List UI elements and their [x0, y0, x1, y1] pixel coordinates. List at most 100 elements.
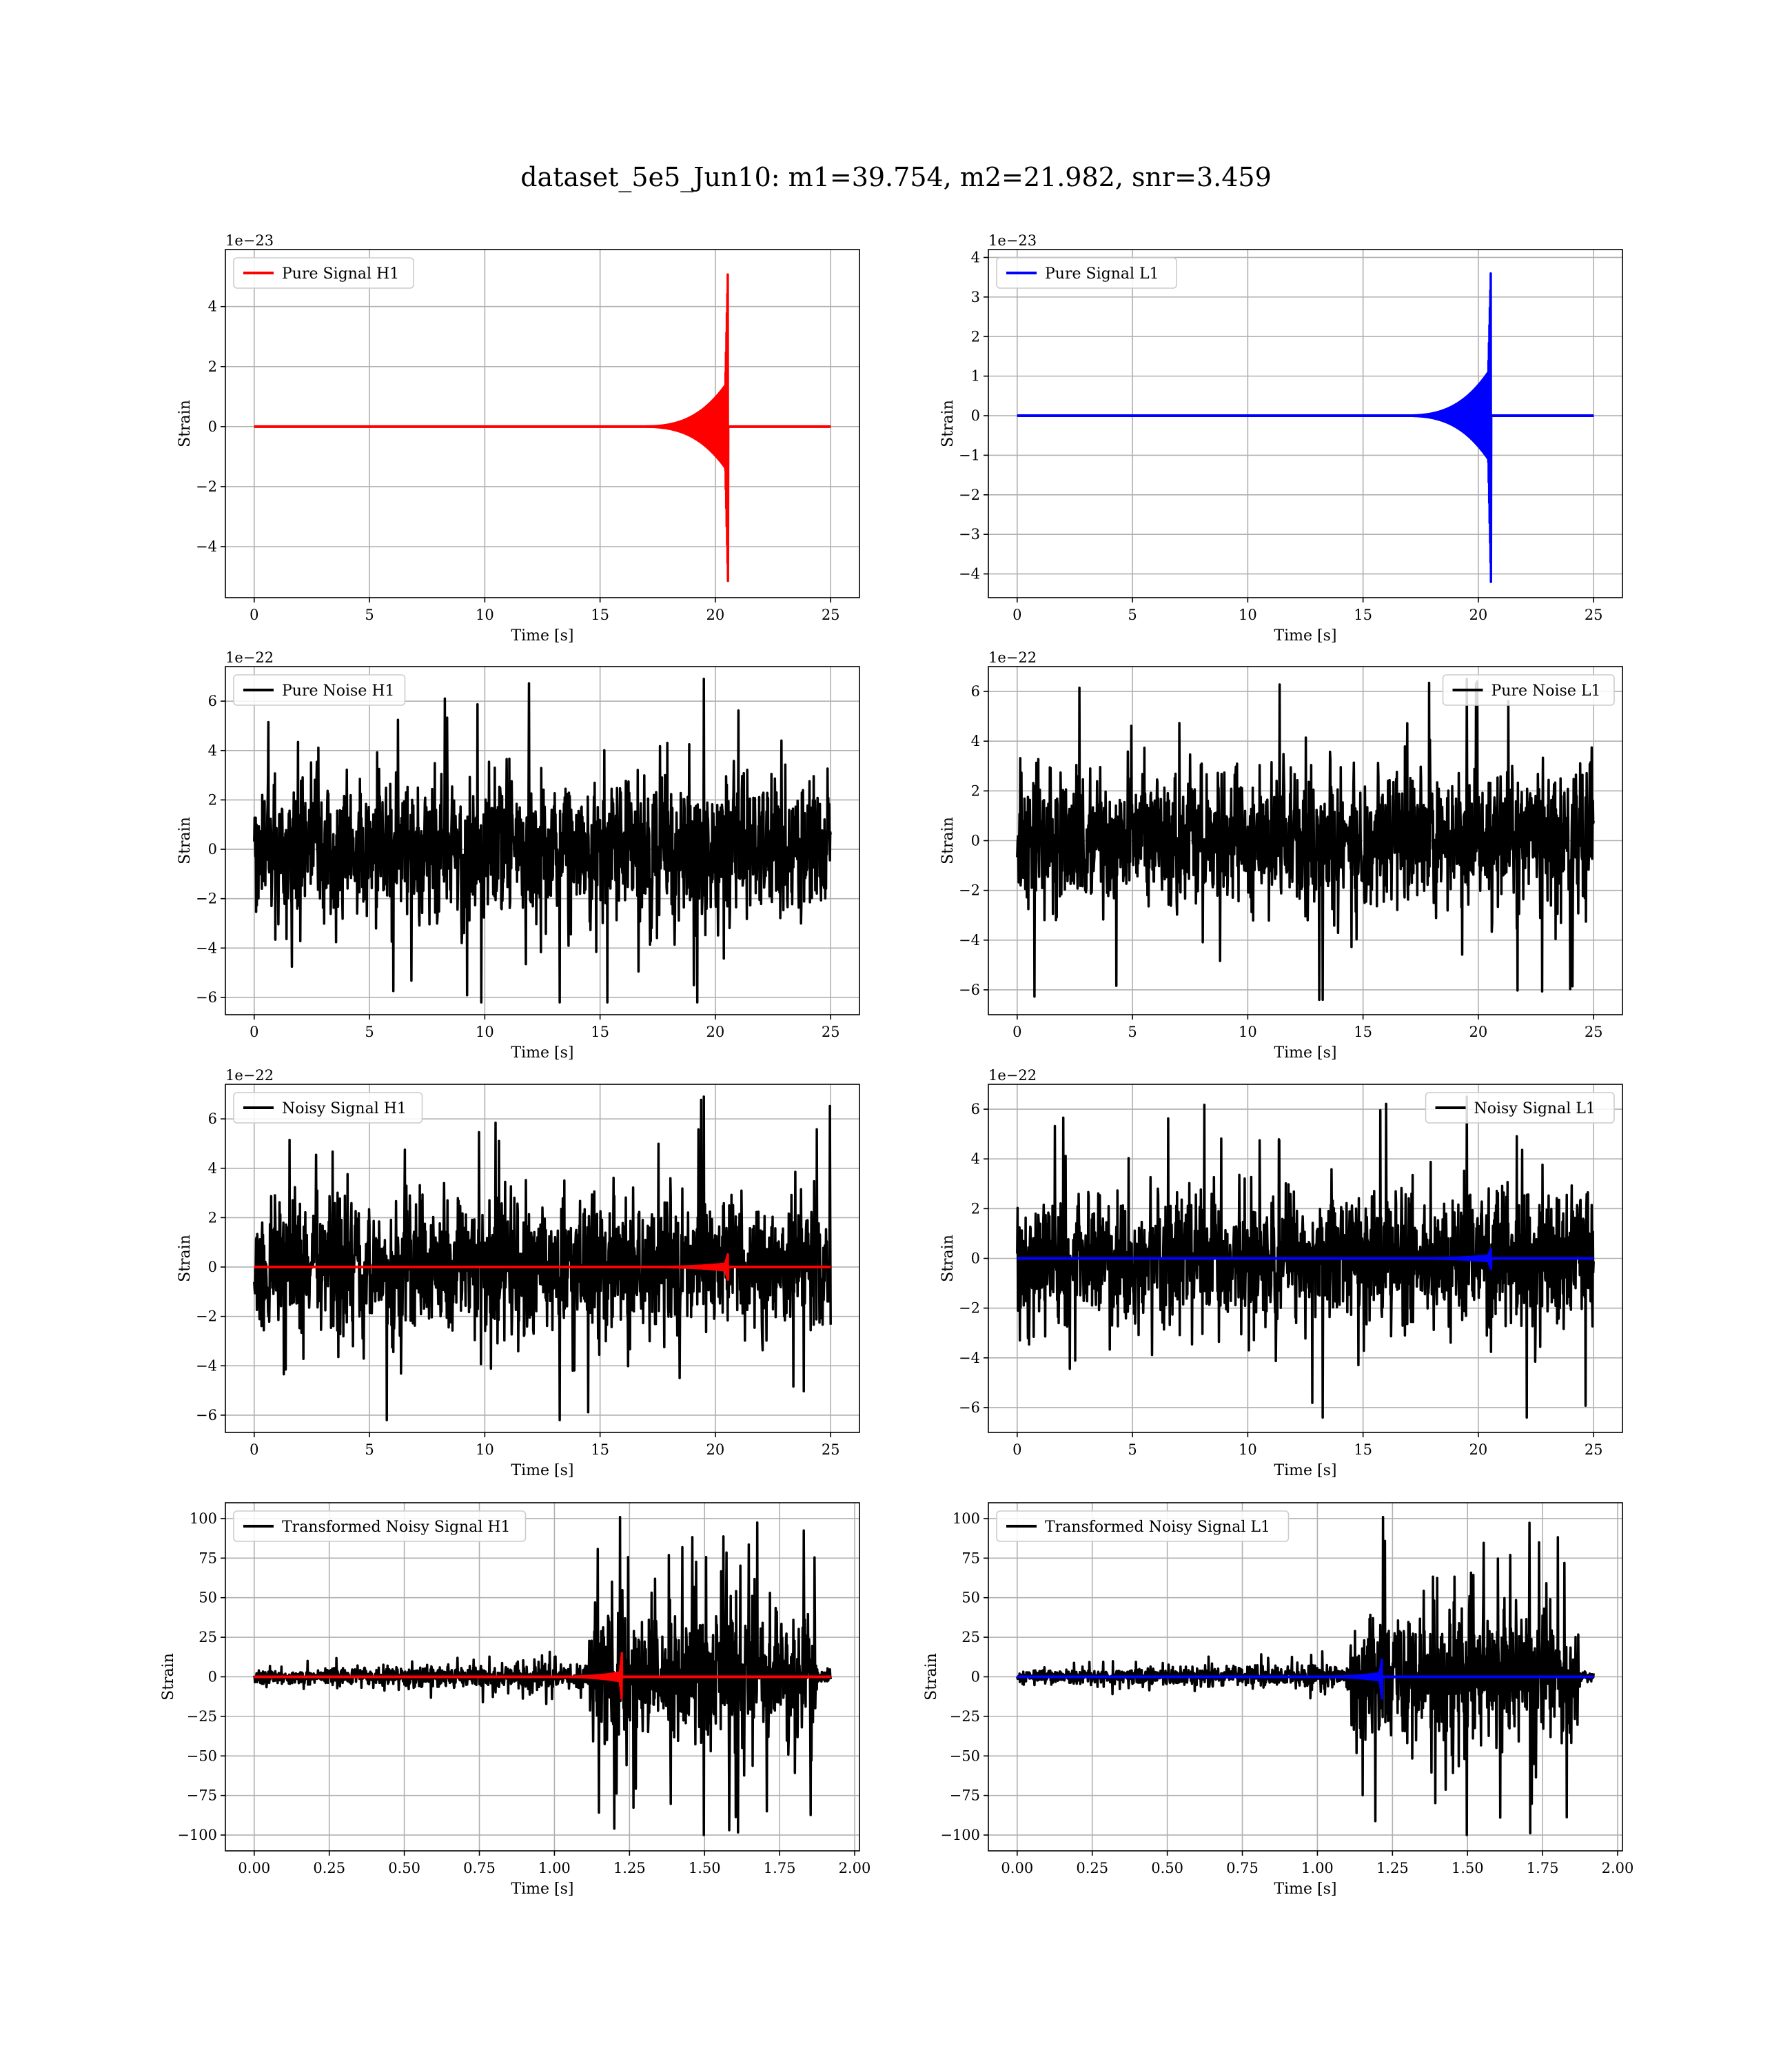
legend-frame	[233, 674, 406, 706]
x-tick-label: 5	[365, 1441, 374, 1458]
x-tick-label: 2.00	[1602, 1860, 1634, 1876]
x-tick-label: 10	[476, 607, 494, 623]
y-axis-label: Strain	[160, 1653, 177, 1701]
y-tick-label: 0	[971, 407, 980, 424]
y-axis: −6 −4 −2 0 2 4 6	[959, 1101, 988, 1416]
y-axis: −4 −2 0 2 4	[196, 298, 225, 555]
series-group	[1016, 1095, 1595, 1419]
x-tick-label: 20	[1469, 1024, 1488, 1040]
x-axis: 0 5 10 15 20 25	[1012, 1015, 1603, 1040]
y-tick-label: −2	[959, 882, 980, 899]
x-tick-label: 0.75	[1226, 1860, 1259, 1876]
legend-label: Pure Signal L1	[1045, 265, 1159, 283]
x-axis: 0 5 10 15 20 25	[1012, 1432, 1603, 1458]
y-tick-label: 100	[190, 1510, 217, 1527]
subplot-pure-signal-l1: 0 5 10 15 20 25 −4 −3 −2 −1 0 1 2 3 4 Time [s] Strain 1e−…	[939, 232, 1623, 645]
x-tick-label: 0	[1012, 1024, 1021, 1040]
x-tick-label: 10	[1239, 1024, 1257, 1040]
y-axis: −100 −75 −50 −25 0 25 50 75 100	[940, 1510, 988, 1843]
y-tick-label: −4	[196, 538, 217, 555]
x-tick-label: 25	[1585, 1441, 1603, 1458]
legend-frame	[996, 1510, 1290, 1542]
y-tick-label: 2	[971, 782, 980, 799]
series-line	[253, 1515, 832, 1836]
subplot-transformed-noisy-signal-h1: 0.00 0.25 0.50 0.75 1.00 1.25 1.50 1.75 2.00 −100…	[160, 1502, 870, 1898]
y-axis-label: Strain	[176, 400, 194, 447]
y-axis-label: Strain	[939, 400, 957, 447]
series-group	[253, 678, 832, 1004]
legend-frame	[233, 1510, 527, 1542]
y-tick-label: −100	[940, 1827, 980, 1843]
y-tick-label: 0	[208, 1259, 217, 1275]
legend-label: Pure Noise L1	[1491, 682, 1601, 700]
y-axis: −4 −3 −2 −1 0 1 2 3 4	[959, 249, 988, 582]
x-tick-label: 25	[822, 607, 840, 623]
x-axis: 0.00 0.25 0.50 0.75 1.00 1.25 1.50 1.75 2.00	[1001, 1851, 1633, 1876]
subplot-noisy-signal-h1: 0 5 10 15 20 25 −6 −4 −2 0 2 4 6 Time [s] Strain 1e−22 N…	[176, 1067, 860, 1479]
offset-text: 1e−23	[988, 232, 1037, 249]
subplot-pure-signal-h1: 0 5 10 15 20 25 −4 −2 0 2 4 Time [s] Strain 1e−23 Pure…	[176, 232, 860, 645]
x-tick-label: 0	[250, 607, 258, 623]
x-tick-label: 1.75	[764, 1860, 796, 1876]
legend-label: Noisy Signal L1	[1474, 1100, 1596, 1117]
y-tick-label: 2	[208, 791, 217, 808]
y-tick-label: 25	[198, 1629, 217, 1645]
x-axis-label: Time [s]	[1274, 627, 1336, 645]
y-axis-label: Strain	[939, 817, 957, 864]
y-tick-label: 4	[971, 1150, 980, 1167]
x-tick-label: 2.00	[839, 1860, 871, 1876]
y-tick-label: 4	[208, 742, 217, 759]
x-tick-label: 25	[822, 1441, 840, 1458]
y-tick-label: 1	[971, 368, 980, 385]
y-tick-label: −4	[959, 566, 980, 582]
y-tick-label: −1	[959, 447, 980, 463]
x-axis: 0.00 0.25 0.50 0.75 1.00 1.25 1.50 1.75 2.00	[238, 1851, 870, 1876]
y-tick-label: 6	[971, 1101, 980, 1117]
y-tick-label: 2	[971, 1200, 980, 1217]
y-tick-label: −4	[196, 1357, 217, 1374]
x-tick-label: 15	[1354, 607, 1372, 623]
y-tick-label: 2	[208, 1209, 217, 1226]
offset-text: 1e−22	[988, 1067, 1037, 1084]
x-tick-label: 0	[1012, 1441, 1021, 1458]
y-axis-label: Strain	[939, 1235, 957, 1282]
y-tick-label: 4	[208, 1160, 217, 1177]
y-tick-label: −75	[950, 1787, 980, 1804]
legend-label: Pure Noise H1	[282, 682, 395, 700]
y-axis: −6 −4 −2 0 2 4 6	[196, 1111, 225, 1423]
legend: Pure Signal L1	[996, 257, 1177, 289]
y-tick-label: −2	[959, 1300, 980, 1317]
legend-label: Transformed Noisy Signal H1	[282, 1519, 511, 1536]
y-axis-label: Strain	[923, 1653, 940, 1701]
y-tick-label: −6	[959, 982, 980, 998]
x-tick-label: 20	[706, 1024, 725, 1040]
subplot-transformed-noisy-signal-l1: 0.00 0.25 0.50 0.75 1.00 1.25 1.50 1.75 2.00 −100…	[923, 1502, 1633, 1898]
x-axis-label: Time [s]	[511, 1044, 573, 1062]
x-tick-label: 0.25	[1076, 1860, 1108, 1876]
x-tick-label: 10	[1239, 607, 1257, 623]
offset-text: 1e−22	[225, 1067, 274, 1084]
y-tick-label: 0	[208, 1669, 217, 1685]
legend-label: Transformed Noisy Signal L1	[1045, 1519, 1270, 1536]
y-tick-label: −2	[196, 478, 217, 495]
y-tick-label: 0	[971, 833, 980, 849]
series-group	[1016, 678, 1595, 1002]
series-line	[1016, 678, 1595, 1002]
x-tick-label: 1.00	[1301, 1860, 1334, 1876]
x-tick-label: 15	[1354, 1024, 1372, 1040]
y-tick-label: −4	[959, 1350, 980, 1366]
legend: Pure Noise L1	[1442, 674, 1615, 706]
subplot-pure-noise-l1: 0 5 10 15 20 25 −6 −4 −2 0 2 4 6 Time [s] Strain 1e−22 P…	[939, 649, 1623, 1062]
legend: Transformed Noisy Signal L1	[996, 1510, 1290, 1542]
x-tick-label: 1.75	[1527, 1860, 1559, 1876]
subplot-noisy-signal-l1: 0 5 10 15 20 25 −6 −4 −2 0 2 4 6 Time [s] Strain 1e−22 N…	[939, 1067, 1623, 1479]
axes-frame	[225, 1084, 860, 1433]
y-tick-label: 3	[971, 289, 980, 305]
y-tick-label: 4	[208, 298, 217, 315]
x-tick-label: 0.00	[1001, 1860, 1033, 1876]
x-tick-label: 15	[591, 607, 609, 623]
legend-label: Noisy Signal H1	[282, 1100, 407, 1117]
y-tick-label: 0	[208, 418, 217, 435]
x-tick-label: 25	[1585, 607, 1603, 623]
